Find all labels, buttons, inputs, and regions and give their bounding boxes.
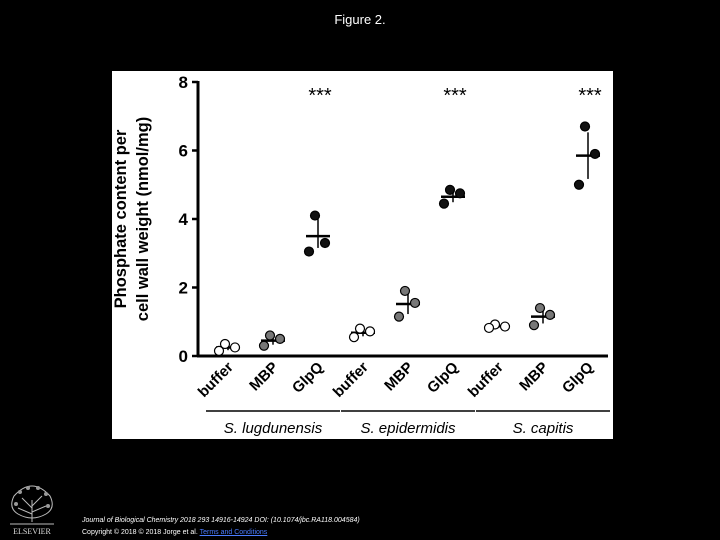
data-point [399, 285, 411, 297]
data-point [483, 322, 495, 334]
data-point [454, 188, 466, 199]
data-point [264, 330, 276, 341]
y-axis-label: Phosphate content per [112, 129, 130, 308]
dot-plot-chart: 0 2 4 6 8 Phosphate content per cell wall weig… [112, 73, 610, 437]
group-label: S. capitis [513, 420, 574, 437]
data-point [573, 179, 585, 190]
figure-panel: 0 2 4 6 8 Phosphate content per cell wall weig… [112, 71, 613, 439]
data-point [589, 148, 601, 160]
y-tick-label: 4 [179, 210, 189, 229]
data-point [534, 302, 546, 314]
elsevier-logo: ELSEVIER [4, 478, 60, 536]
x-tick-label: buffer [195, 359, 237, 401]
citation-text: Journal of Biological Chemistry 2018 293… [82, 517, 360, 524]
slide-title: Figure 2. [334, 12, 386, 27]
x-tick-label: MBP [381, 359, 417, 395]
data-point [393, 311, 405, 322]
data-point [229, 342, 241, 353]
data-point [348, 332, 360, 343]
terms-link[interactable]: Terms and Conditions [199, 529, 268, 536]
x-tick-label: buffer [330, 359, 372, 401]
group-label: S. lugdunensis [224, 420, 323, 437]
y-tick-label: 6 [179, 142, 188, 161]
significance-stars: *** [308, 85, 332, 107]
x-tick-label: MBP [516, 359, 552, 395]
x-tick-label: GlpQ [289, 359, 327, 397]
data-point [309, 210, 321, 221]
data-point [579, 121, 591, 132]
data-point [319, 237, 331, 249]
data-point [213, 345, 225, 356]
svg-text:ELSEVIER: ELSEVIER [13, 527, 51, 536]
x-tick-label: GlpQ [559, 359, 597, 397]
significance-stars: *** [578, 85, 602, 107]
data-point [364, 326, 376, 337]
data-point [544, 309, 556, 320]
significance-stars: *** [443, 85, 467, 107]
copyright-text: Copyright © 2018 © 2018 Jorge et al. [82, 529, 200, 536]
y-axis-label: cell wall weight (nmol/mg) [134, 117, 152, 321]
group-label: S. epidermidis [360, 420, 456, 437]
data-point [303, 246, 315, 257]
data-point [258, 340, 270, 351]
data-point [444, 184, 456, 195]
data-point [219, 338, 231, 350]
y-tick-label: 8 [179, 73, 188, 92]
data-point [354, 323, 366, 334]
x-tick-label: buffer [465, 359, 507, 401]
data-point [528, 320, 540, 331]
copyright-line: Copyright © 2018 © 2018 Jorge et al. Ter… [82, 529, 267, 536]
x-tick-label: GlpQ [424, 359, 462, 397]
data-point [438, 198, 450, 209]
y-tick-label: 2 [179, 279, 188, 298]
y-tick-label: 0 [179, 347, 188, 366]
x-tick-label: MBP [246, 359, 282, 395]
data-point [499, 321, 511, 332]
data-point [409, 297, 421, 309]
data-point [274, 333, 286, 344]
